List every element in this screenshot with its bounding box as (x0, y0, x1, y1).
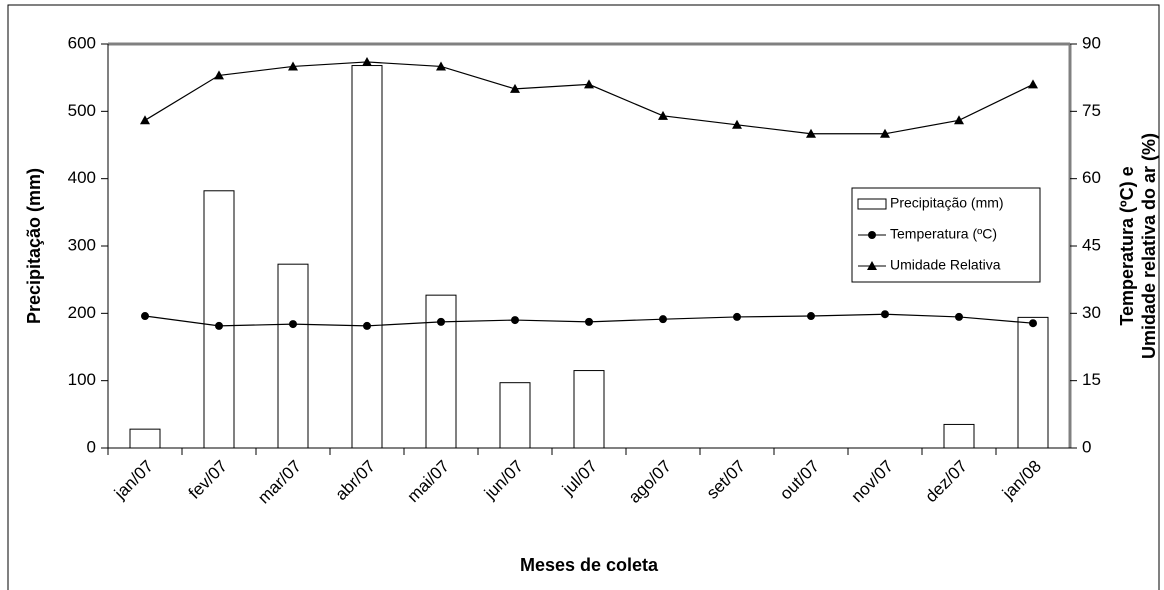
bar (129, 428, 161, 449)
marker (659, 315, 667, 324)
y-tick-label: 500 (68, 101, 96, 120)
marker (881, 310, 889, 319)
y2-tick-label: 15 (1082, 370, 1101, 389)
marker (437, 317, 445, 326)
legend-marker (868, 231, 876, 239)
marker (1028, 79, 1038, 89)
y-tick-label: 100 (68, 370, 96, 389)
marker (289, 320, 297, 329)
marker (214, 70, 224, 80)
marker (954, 115, 964, 125)
legend-marker (867, 261, 877, 270)
y2-tick-label: 30 (1082, 303, 1101, 322)
marker (510, 83, 520, 93)
marker (658, 110, 668, 120)
marker (880, 128, 890, 138)
y-tick-label: 200 (68, 303, 96, 322)
marker (140, 115, 150, 125)
marker (955, 312, 963, 321)
marker (288, 61, 298, 71)
legend-label: Temperatura (ºC) (890, 226, 997, 242)
y2-tick-label: 75 (1082, 101, 1101, 120)
marker (511, 316, 519, 325)
bar (351, 65, 383, 449)
bar (943, 423, 975, 449)
y-tick-label: 0 (87, 437, 96, 456)
marker (436, 61, 446, 71)
marker (806, 128, 816, 138)
y-tick-label: 400 (68, 168, 96, 187)
y2-tick-label: 60 (1082, 168, 1101, 187)
y2-tick-label: 90 (1082, 33, 1101, 52)
y-axis-title: Precipitação (mm) (24, 168, 44, 324)
bar (277, 263, 309, 449)
legend-label: Umidade Relativa (890, 257, 1001, 273)
marker (1029, 319, 1037, 328)
marker (733, 312, 741, 321)
legend-label: Precipitação (mm) (890, 195, 1004, 211)
marker (362, 56, 372, 66)
y2-tick-label: 0 (1082, 437, 1091, 456)
x-axis-title: Meses de coleta (520, 555, 659, 575)
marker (363, 321, 371, 330)
marker (807, 312, 815, 321)
y2-axis-title: Temperatura (ºC) e (1117, 166, 1137, 325)
bar (1017, 316, 1049, 449)
bar (499, 382, 531, 449)
bar (573, 370, 605, 449)
y2-axis-title: Umidade relativa do ar (%) (1139, 133, 1159, 359)
legend-swatch (857, 198, 887, 210)
y-tick-label: 600 (68, 33, 96, 52)
bar (203, 190, 235, 449)
marker (732, 119, 742, 129)
marker (141, 312, 149, 321)
marker (215, 321, 223, 330)
y-tick-label: 300 (68, 235, 96, 254)
marker (585, 317, 593, 326)
marker (584, 79, 594, 89)
y2-tick-label: 45 (1082, 235, 1101, 254)
